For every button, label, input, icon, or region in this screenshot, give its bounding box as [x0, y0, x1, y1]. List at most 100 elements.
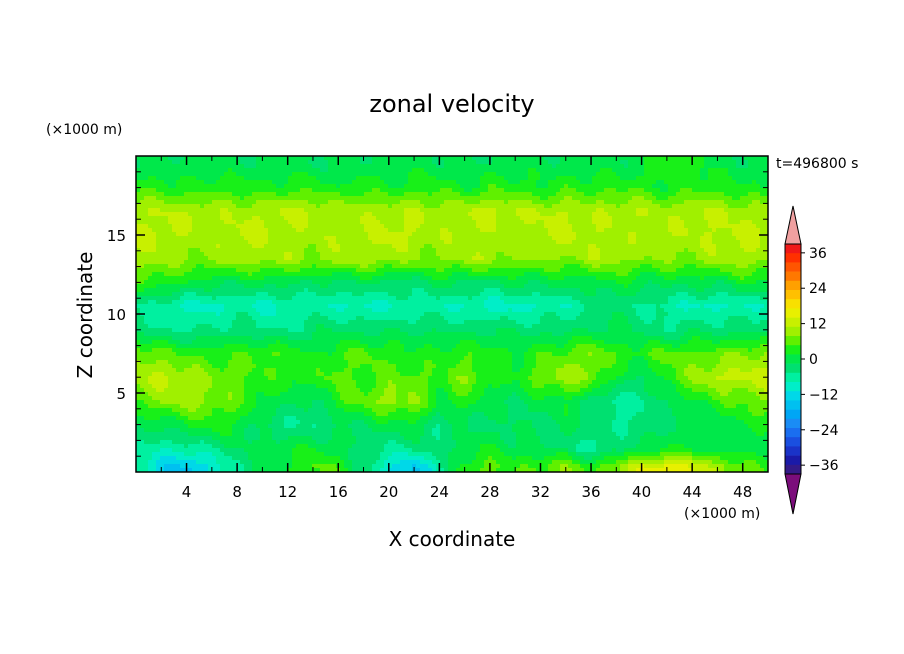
field-cell: [204, 240, 209, 245]
field-cell: [368, 216, 373, 221]
field-cell: [184, 228, 189, 233]
field-cell: [384, 224, 389, 229]
field-cell: [512, 240, 517, 245]
field-cell: [604, 236, 609, 241]
field-cell: [304, 248, 309, 253]
field-cell: [380, 192, 385, 197]
field-cell: [340, 184, 345, 189]
field-cell: [212, 276, 217, 281]
field-cell: [736, 272, 741, 277]
field-cell: [424, 240, 429, 245]
field-cell: [752, 256, 757, 261]
field-cell: [568, 220, 573, 225]
field-cell: [608, 168, 613, 173]
field-cell: [516, 276, 521, 281]
field-cell: [496, 224, 501, 229]
field-cell: [380, 204, 385, 209]
field-cell: [352, 252, 357, 257]
field-cell: [612, 176, 617, 181]
field-cell: [676, 248, 681, 253]
field-cell: [308, 228, 313, 233]
field-cell: [412, 184, 417, 189]
field-cell: [324, 156, 329, 161]
field-cell: [516, 180, 521, 185]
field-cell: [444, 228, 449, 233]
field-cell: [236, 208, 241, 213]
field-cell: [596, 208, 601, 213]
field-cell: [648, 168, 653, 173]
field-cell: [416, 236, 421, 241]
field-cell: [252, 280, 257, 285]
field-cell: [428, 280, 433, 285]
field-cell: [396, 244, 401, 249]
field-cell: [480, 272, 485, 277]
field-cell: [572, 216, 577, 221]
field-cell: [184, 280, 189, 285]
field-cell: [340, 232, 345, 237]
field-cell: [244, 228, 249, 233]
field-cell: [180, 180, 185, 185]
field-cell: [532, 176, 537, 181]
field-cell: [608, 180, 613, 185]
field-cell: [388, 216, 393, 221]
field-cell: [296, 172, 301, 177]
field-cell: [752, 168, 757, 173]
field-cell: [220, 156, 225, 161]
field-cell: [276, 264, 281, 269]
field-cell: [248, 208, 253, 213]
field-cell: [332, 244, 337, 249]
field-cell: [672, 180, 677, 185]
field-cell: [400, 160, 405, 165]
field-cell: [756, 196, 761, 201]
field-cell: [456, 264, 461, 269]
field-cell: [576, 264, 581, 269]
field-cell: [576, 192, 581, 197]
field-cell: [660, 184, 665, 189]
field-cell: [424, 272, 429, 277]
field-cell: [660, 256, 665, 261]
field-cell: [348, 268, 353, 273]
field-cell: [696, 208, 701, 213]
field-cell: [644, 216, 649, 221]
field-cell: [428, 200, 433, 205]
field-cell: [240, 224, 245, 229]
field-cell: [376, 208, 381, 213]
field-cell: [696, 272, 701, 277]
field-cell: [376, 192, 381, 197]
field-cell: [484, 216, 489, 221]
field-cell: [704, 244, 709, 249]
field-cell: [192, 156, 197, 161]
field-cell: [660, 268, 665, 273]
field-cell: [372, 204, 377, 209]
field-cell: [484, 276, 489, 281]
field-cell: [284, 220, 289, 225]
field-cell: [676, 172, 681, 177]
field-cell: [760, 204, 765, 209]
field-cell: [752, 204, 757, 209]
field-cell: [448, 192, 453, 197]
field-cell: [148, 168, 153, 173]
field-cell: [708, 252, 713, 257]
field-cell: [592, 216, 597, 221]
field-cell: [396, 228, 401, 233]
field-cell: [576, 272, 581, 277]
field-cell: [500, 200, 505, 205]
field-cell: [668, 192, 673, 197]
field-cell: [528, 260, 533, 265]
field-cell: [304, 228, 309, 233]
field-cell: [552, 240, 557, 245]
field-cell: [444, 236, 449, 241]
field-cell: [636, 232, 641, 237]
field-cell: [364, 172, 369, 177]
field-cell: [640, 244, 645, 249]
field-cell: [536, 232, 541, 237]
field-cell: [628, 180, 633, 185]
field-cell: [184, 220, 189, 225]
field-cell: [156, 164, 161, 169]
field-cell: [576, 176, 581, 181]
field-cell: [468, 220, 473, 225]
field-cell: [428, 204, 433, 209]
field-cell: [724, 244, 729, 249]
field-cell: [332, 208, 337, 213]
field-cell: [656, 240, 661, 245]
